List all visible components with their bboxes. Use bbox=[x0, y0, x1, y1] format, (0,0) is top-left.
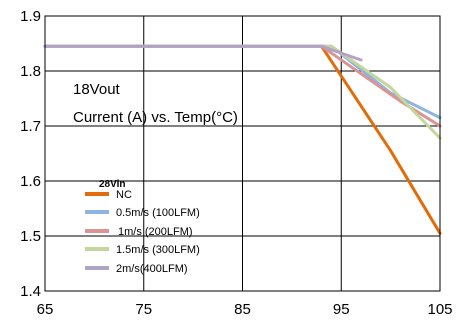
x-tick-label: 85 bbox=[234, 301, 251, 318]
series-line-5 bbox=[43, 44, 363, 62]
y-tick-label: 1.7 bbox=[20, 118, 41, 135]
legend-label-5: 2m/s(400LFM) bbox=[116, 263, 188, 275]
x-tick-label: 65 bbox=[37, 301, 54, 318]
legend-label-3: 1m/s (200LFM) bbox=[118, 226, 193, 238]
x-tick-label: 75 bbox=[135, 301, 152, 318]
legend-label-4: 1.5m/s (300LFM) bbox=[116, 244, 200, 256]
plot-frame bbox=[44, 15, 441, 292]
legend-label-1: NC bbox=[116, 189, 132, 201]
y-tick-label: 1.4 bbox=[20, 283, 41, 300]
legend-items: NC 0.5m/s (100LFM) 1m/s (200LFM) 1.5m/s (30… bbox=[85, 189, 200, 275]
annotation-vout: 18Vout bbox=[73, 81, 121, 98]
y-tick-label: 1.9 bbox=[20, 8, 41, 25]
series-layer bbox=[43, 44, 442, 235]
legend: 28Vin NC 0.5m/s (100LFM) 1m/s (200LFM) 1.5m… bbox=[85, 179, 200, 275]
x-tick-label: 105 bbox=[427, 301, 452, 318]
legend-label-2: 0.5m/s (100LFM) bbox=[116, 207, 200, 219]
y-tick-label: 1.5 bbox=[20, 228, 41, 245]
legend-title: 28Vin bbox=[99, 179, 126, 190]
tick-layer: 1.4 1.5 1.6 1.7 1.8 1.9 65 75 85 95 105 bbox=[20, 8, 452, 318]
x-tick-label: 95 bbox=[333, 301, 350, 318]
annotation-title: Current (A) vs. Temp(°C) bbox=[73, 109, 238, 126]
y-tick-label: 1.8 bbox=[20, 63, 41, 80]
y-tick-label: 1.6 bbox=[20, 173, 41, 190]
